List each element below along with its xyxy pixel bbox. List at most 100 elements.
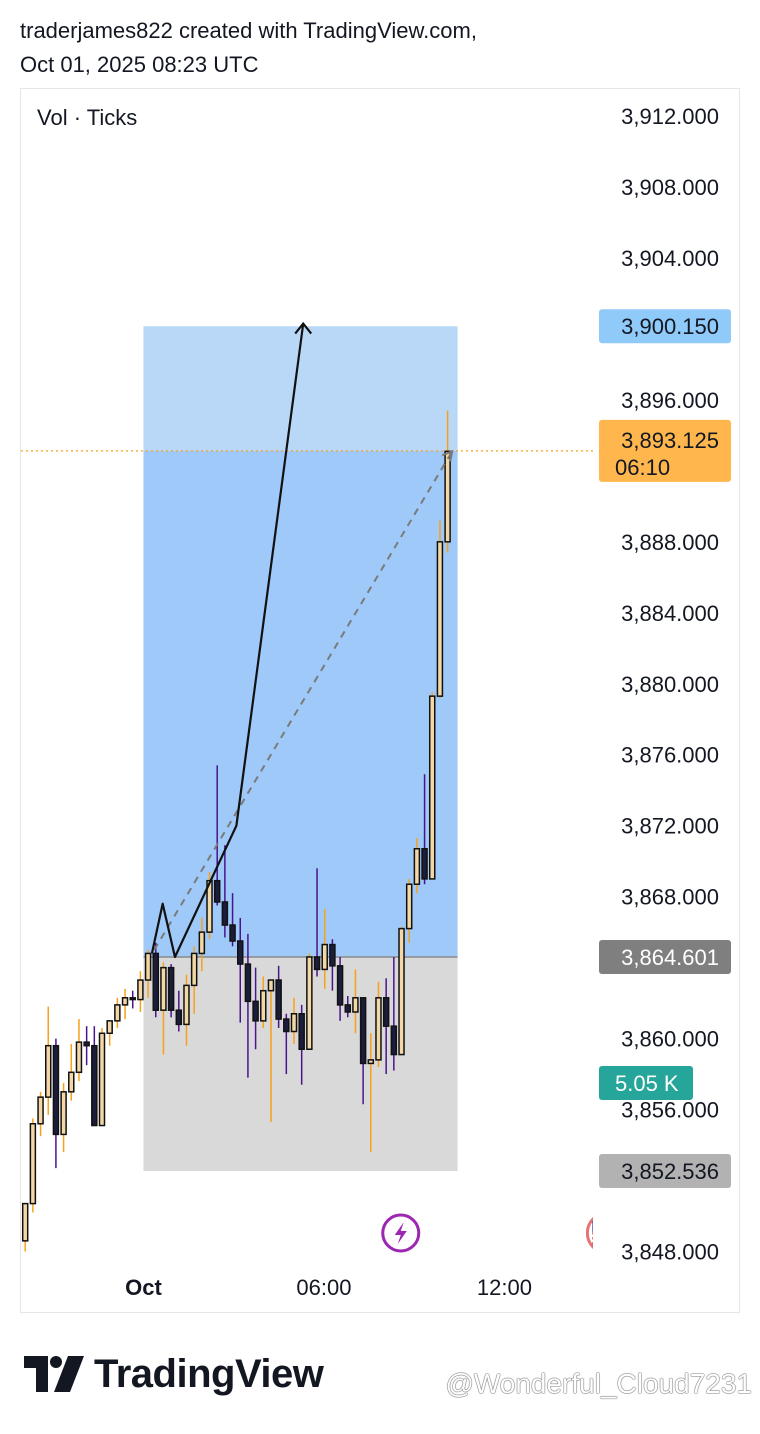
candle-body	[175, 1009, 183, 1026]
candle-body	[21, 1202, 29, 1242]
forecast-arrowhead	[294, 321, 313, 335]
candle-body	[167, 966, 175, 1011]
candle-body	[290, 1013, 298, 1033]
candle-body	[198, 931, 206, 955]
candle-body	[52, 1044, 60, 1136]
author-line: traderjames822 created with TradingView.…	[20, 18, 477, 43]
candle-body	[375, 997, 382, 1061]
candle-body	[329, 943, 336, 967]
candle-body	[221, 901, 229, 926]
volume-tag-label: 5.05 K	[615, 1071, 679, 1096]
candle-body	[91, 1044, 98, 1127]
candle-body	[352, 997, 359, 1013]
price-tick-label: 3,912.000	[621, 104, 719, 129]
candle-body	[367, 1059, 375, 1065]
volume-indicator-label[interactable]: Vol · Ticks	[37, 105, 138, 130]
time-tick-label: Oct	[125, 1275, 162, 1300]
trend-dashed-line	[153, 450, 454, 951]
candle-body	[252, 1000, 259, 1022]
candle-body	[213, 879, 221, 903]
candle-body	[129, 997, 136, 1001]
candle-body	[421, 848, 428, 880]
time-tick-label: 12:00	[477, 1275, 532, 1300]
target-price-tag: 3,900.150	[599, 309, 731, 344]
candle-body	[144, 952, 152, 981]
watermark-text: @Wonderful_Cloud7231	[445, 1368, 752, 1399]
time-tick-label: 06:00	[296, 1275, 351, 1300]
us-flag-icon	[585, 1216, 593, 1250]
candle-body	[60, 1091, 67, 1136]
chart-header: traderjames822 created with TradingView.…	[20, 14, 477, 82]
price-tick-label: 3,908.000	[621, 175, 719, 200]
candle-body	[98, 1032, 106, 1127]
candle-body	[275, 979, 282, 1020]
candle-body	[283, 1018, 290, 1033]
price-chart[interactable]: 3,912.000 3,908.000 3,904.000 3,896.000 3,88…	[21, 89, 740, 1313]
candle-body	[114, 1004, 121, 1022]
candle-body	[344, 1004, 352, 1013]
entry-price-tag-label: 3,864.601	[621, 945, 719, 970]
candle-body	[260, 989, 267, 1022]
chart-panel[interactable]: 3,912.000 3,908.000 3,904.000 3,896.000 3,88…	[20, 88, 740, 1313]
candle-body	[413, 848, 421, 885]
price-tick-label: 3,884.000	[621, 601, 719, 626]
candles	[21, 410, 451, 1252]
price-tick-label: 3,888.000	[621, 530, 719, 555]
trend-dashed-arrowhead	[441, 449, 454, 462]
price-tick-label: 3,876.000	[621, 743, 719, 768]
candle-body	[121, 997, 129, 1006]
candle-body	[306, 956, 313, 1050]
price-tick-label: 3,868.000	[621, 885, 719, 910]
price-tick-label: 3,896.000	[621, 388, 719, 413]
candle-body	[390, 1025, 398, 1056]
candle-body	[137, 979, 144, 1001]
candle-body	[436, 541, 444, 697]
current-price-tag-label: 3,893.125	[621, 428, 719, 453]
candle-body	[236, 940, 244, 965]
plot-area	[21, 321, 593, 1253]
candle-body	[68, 1071, 75, 1093]
price-tick-label: 3,848.000	[621, 1240, 719, 1265]
price-tick-label: 3,872.000	[621, 814, 719, 839]
candle-body	[29, 1123, 37, 1205]
candle-body	[444, 450, 451, 543]
candle-body	[398, 927, 405, 1056]
candle-body	[313, 956, 321, 971]
stop-zone	[143, 956, 458, 1172]
date-line: Oct 01, 2025 08:23 UTC	[20, 52, 259, 77]
lightning-icon	[381, 1213, 421, 1253]
candle-body	[336, 965, 344, 1006]
candle-body	[183, 984, 190, 1026]
candle-body	[229, 924, 236, 942]
candle-body	[106, 1020, 113, 1035]
tradingview-logo-icon	[24, 1356, 84, 1392]
price-tick-label: 3,880.000	[621, 672, 719, 697]
entry-price-tag: 3,864.601	[599, 939, 731, 974]
target-price-tag-label: 3,900.150	[621, 314, 719, 339]
candle-body	[37, 1096, 44, 1125]
stop-price-tag-label: 3,852.536	[621, 1159, 719, 1184]
tradingview-logo: TradingView	[24, 1351, 324, 1396]
candle-body	[160, 966, 167, 1011]
candle-body	[428, 695, 436, 880]
candle-body	[83, 1041, 90, 1047]
price-tick-label: 3,856.000	[621, 1098, 719, 1123]
candle-body	[190, 952, 198, 987]
candle-body	[244, 963, 252, 1003]
candle-body	[152, 952, 160, 1011]
candle-body	[405, 883, 413, 930]
candle-body	[75, 1041, 83, 1074]
current-price-tag-countdown: 06:10	[615, 455, 670, 480]
candle-body	[382, 997, 390, 1027]
volume-tag: 5.05 K	[599, 1065, 693, 1100]
candle-body	[267, 979, 275, 992]
price-tick-label: 3,904.000	[621, 246, 719, 271]
candle-body	[44, 1044, 52, 1098]
candle-body	[321, 943, 328, 971]
price-tick-label: 3,860.000	[621, 1027, 719, 1052]
candle-body	[359, 997, 367, 1065]
stop-price-tag: 3,852.536	[599, 1154, 731, 1189]
forecast-arrow	[150, 323, 305, 959]
logo-wordmark: TradingView	[94, 1351, 324, 1396]
